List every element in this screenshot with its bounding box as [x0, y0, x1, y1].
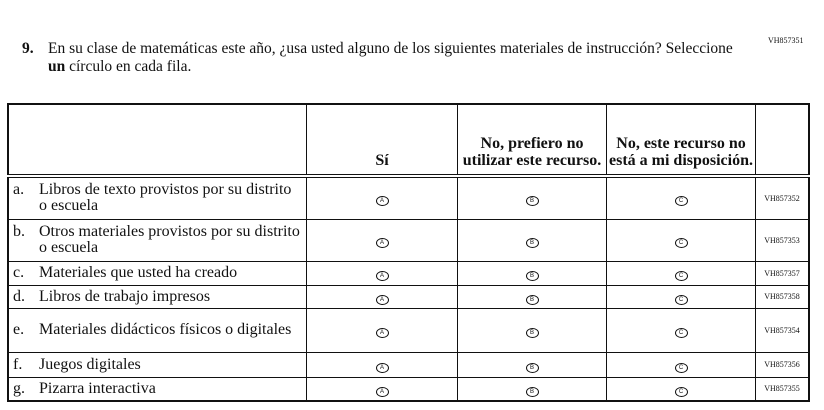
question-text-part: círculo en cada fila. [65, 58, 192, 75]
table-row: e. Materiales didácticos físicos o digita… [7, 307, 810, 353]
header-blank [7, 103, 307, 177]
row-label-cell: g. Pizarra interactiva [7, 376, 307, 402]
row-letter: e. [13, 321, 25, 338]
answer-cell: C [606, 376, 756, 402]
answer-cell: B [457, 260, 607, 286]
answer-bubble-c[interactable]: C [674, 362, 688, 373]
answer-cell: B [457, 218, 607, 262]
row-label-cell: c. Materiales que usted ha creado [7, 260, 307, 286]
header-code [755, 103, 810, 177]
row-label: Libros de trabajo impresos [39, 287, 211, 305]
header-col: Sí [306, 103, 458, 177]
row-label: Materiales que usted ha creado [39, 264, 238, 281]
question-id: VH857351 [768, 36, 804, 45]
answer-bubble-b[interactable]: B [525, 328, 539, 338]
question-text: En su clase de matemáticas este año, ¿us… [48, 40, 748, 76]
row-code: VH857352 [755, 175, 810, 220]
table-row: b. Otros materiales provistos por su dist… [7, 218, 810, 262]
answer-cell: A [306, 351, 458, 378]
row-letter: c. [13, 264, 25, 281]
table-row: d. Libros de trabajo impresos A B C VH857358 [7, 284, 810, 309]
answer-bubble-c[interactable]: C [674, 238, 688, 248]
answer-cell: A [306, 376, 458, 402]
answer-cell: C [606, 218, 756, 262]
row-letter: b. [13, 223, 25, 240]
answer-bubble-c[interactable]: C [674, 196, 688, 207]
answer-bubble-c[interactable]: C [674, 328, 688, 338]
answer-cell: B [457, 351, 607, 378]
row-code: VH857357 [755, 260, 810, 286]
table-row: c. Materiales que usted ha creado A B C VH857… [7, 260, 810, 286]
answer-bubble-b[interactable]: B [525, 294, 539, 305]
row-label: Juegos digitales [39, 355, 141, 373]
answer-bubble-c[interactable]: C [674, 294, 688, 305]
answer-cell: A [306, 284, 458, 309]
answer-cell: A [306, 218, 458, 262]
question-number: 9. [22, 40, 34, 57]
answer-bubble-b[interactable]: B [525, 238, 539, 248]
answer-cell: C [606, 260, 756, 286]
answer-cell: B [457, 284, 607, 309]
answer-bubble-a[interactable]: A [375, 294, 389, 305]
row-label: Otros materiales provistos por su distri… [39, 223, 300, 256]
answer-bubble-a[interactable]: A [375, 238, 389, 248]
answer-bubble-b[interactable]: B [525, 196, 539, 207]
answer-bubble-b[interactable]: B [525, 386, 539, 397]
answer-cell: C [606, 284, 756, 309]
row-code: VH857358 [755, 284, 810, 309]
answer-cell: B [457, 307, 607, 353]
answer-bubble-b[interactable]: B [525, 362, 539, 373]
row-label-cell: a. Libros de texto provistos por su distr… [7, 175, 307, 220]
row-letter: f. [13, 355, 23, 373]
row-code: VH857356 [755, 351, 810, 378]
answer-bubble-c[interactable]: C [674, 386, 688, 397]
header-col: No, este recurso no está a mi disposició… [606, 103, 756, 177]
header-col: No, prefiero no utilizar este recurso. [457, 103, 607, 177]
answer-cell: C [606, 351, 756, 378]
row-label-cell: f. Juegos digitales [7, 351, 307, 378]
table-row: a. Libros de texto provistos por su distr… [7, 175, 810, 220]
response-table: Sí No, prefiero no utilizar este recurso… [7, 103, 810, 402]
answer-cell: C [606, 307, 756, 353]
question-text-part: En su clase de matemáticas este año, ¿us… [48, 40, 733, 57]
answer-bubble-b[interactable]: B [525, 271, 539, 281]
table-row: g. Pizarra interactiva A B C VH857355 [7, 376, 810, 402]
row-label: Pizarra interactiva [39, 379, 156, 397]
answer-cell: B [457, 175, 607, 220]
answer-bubble-a[interactable]: A [375, 362, 389, 373]
answer-bubble-a[interactable]: A [375, 386, 389, 397]
answer-bubble-c[interactable]: C [674, 271, 688, 281]
question-text-emphasis: un [48, 58, 66, 75]
answer-bubble-a[interactable]: A [375, 328, 389, 338]
answer-bubble-a[interactable]: A [375, 196, 389, 207]
row-label-cell: d. Libros de trabajo impresos [7, 284, 307, 309]
row-code: VH857355 [755, 376, 810, 402]
row-letter: d. [13, 287, 25, 305]
row-label: Libros de texto provistos por su distrit… [39, 181, 292, 215]
table-row: f. Juegos digitales A B C VH857356 [7, 351, 810, 378]
row-label-cell: e. Materiales didácticos físicos o digita… [7, 307, 307, 353]
row-letter: a. [13, 181, 25, 199]
answer-cell: C [606, 175, 756, 220]
answer-cell: A [306, 307, 458, 353]
row-code: VH857353 [755, 218, 810, 262]
row-letter: g. [13, 379, 25, 397]
answer-cell: A [306, 175, 458, 220]
answer-cell: B [457, 376, 607, 402]
answer-bubble-a[interactable]: A [375, 271, 389, 281]
answer-cell: A [306, 260, 458, 286]
row-code: VH857354 [755, 307, 810, 353]
row-label: Materiales didácticos físicos o digitale… [39, 321, 292, 338]
row-label-cell: b. Otros materiales provistos por su dist… [7, 218, 307, 262]
